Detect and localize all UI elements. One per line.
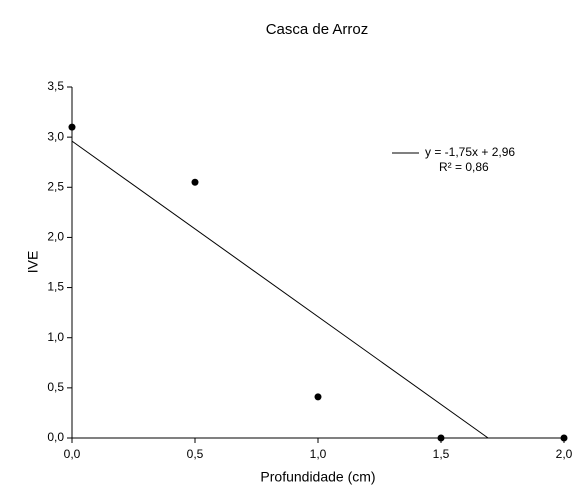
x-tick-label: 2,0 <box>556 447 573 461</box>
y-tick-label: 2,5 <box>47 179 64 193</box>
trendline <box>71 140 489 439</box>
x-tick-label: 0,5 <box>187 447 204 461</box>
y-tick-label: 0,5 <box>47 380 64 394</box>
y-tick-label: 1,0 <box>47 330 64 344</box>
y-tick-label: 3,0 <box>47 129 64 143</box>
point <box>314 393 322 401</box>
point <box>68 123 76 131</box>
point <box>560 434 568 442</box>
point <box>191 178 199 186</box>
y-tick-label: 3,5 <box>47 79 64 93</box>
trend-equation: y = -1,75x + 2,96 <box>425 145 515 159</box>
point <box>437 434 445 442</box>
chart-title: Casca de Arroz <box>266 21 369 38</box>
x-axis-label: Profundidade (cm) <box>260 469 375 485</box>
x-tick-label: 1,5 <box>433 447 450 461</box>
y-tick-label: 2,0 <box>47 230 64 244</box>
x-tick-label: 1,0 <box>310 447 327 461</box>
trend-r2: R² = 0,86 <box>439 160 489 174</box>
y-axis-label: IVE <box>25 251 41 274</box>
x-tick-label: 0,0 <box>64 447 81 461</box>
y-tick-label: 0,0 <box>47 430 64 444</box>
y-tick-label: 1,5 <box>47 280 64 294</box>
